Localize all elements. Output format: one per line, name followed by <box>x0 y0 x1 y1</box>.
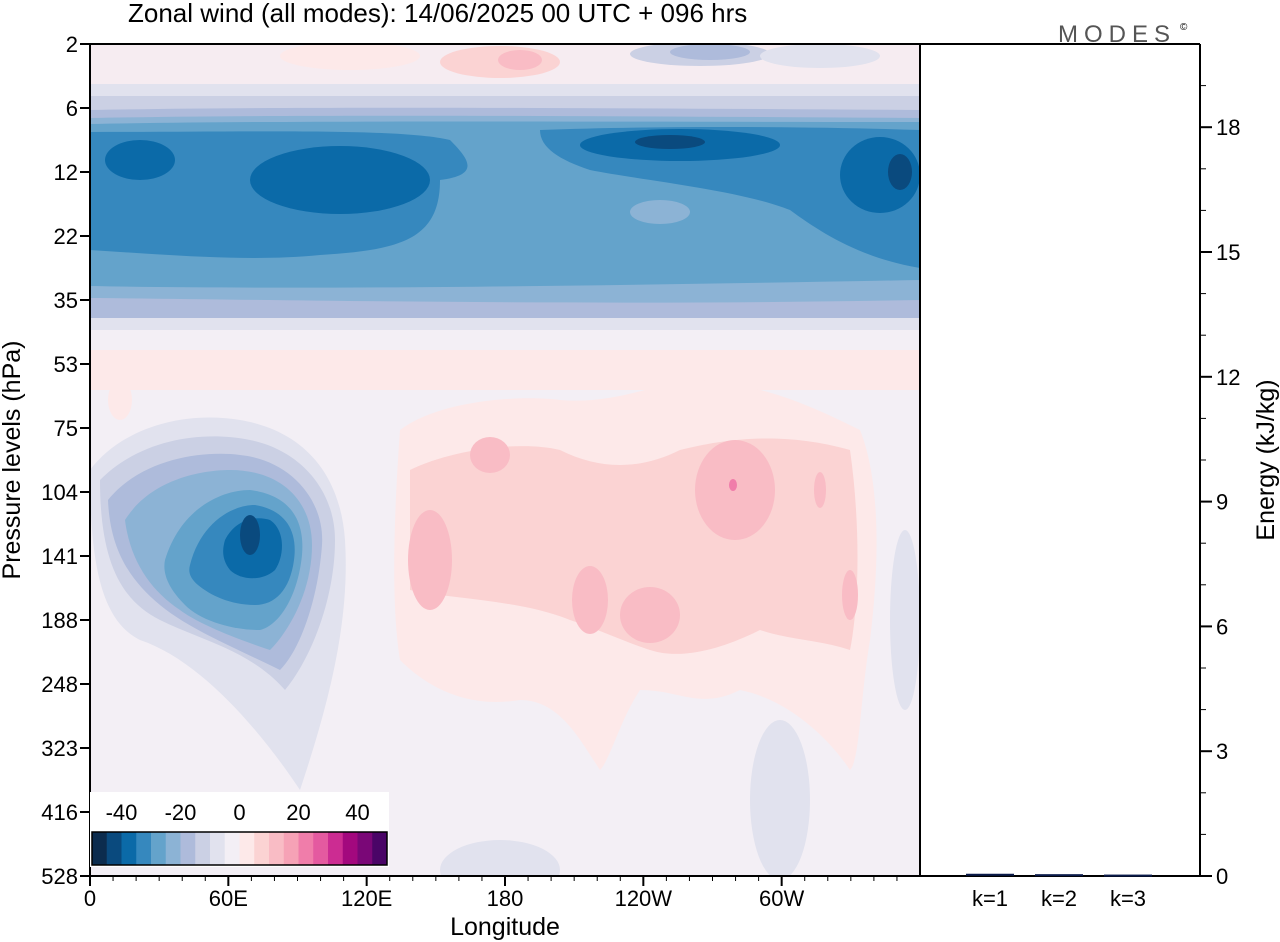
colorbar-swatch <box>313 832 329 865</box>
y-tick-label: 35 <box>54 288 78 313</box>
y-tick-label: 2 <box>66 32 78 57</box>
energy-axis-ticks: 0 3 6 9 12 15 18 <box>1200 85 1240 889</box>
x-tick-label: 0 <box>84 886 96 911</box>
x-axis-ticks: 0 60E 120E 180 120W 60W <box>84 876 898 911</box>
colorbar-swatch <box>106 832 122 865</box>
colorbar-tick-label: -40 <box>106 800 138 825</box>
y-tick-label: 75 <box>54 416 78 441</box>
colorbar-frame <box>91 831 388 866</box>
y-tick-label: 22 <box>54 224 78 249</box>
colorbar-swatch <box>195 832 211 865</box>
energy-bar <box>966 873 1014 876</box>
x-tick-label: 180 <box>487 886 524 911</box>
y-tick-label: 12 <box>54 160 78 185</box>
colorbar-swatch <box>151 832 167 865</box>
colorbar-swatch <box>372 832 388 865</box>
energy-tick-label: 18 <box>1216 115 1240 140</box>
x-tick-label: 120E <box>341 886 392 911</box>
y-tick-label: 104 <box>41 480 78 505</box>
logo-mark: © <box>1180 22 1188 33</box>
wind-field-heatmap <box>90 44 920 876</box>
colorbar-swatch <box>165 832 181 865</box>
colorbar-swatch <box>136 832 152 865</box>
colorbar-swatch <box>224 832 240 865</box>
y-tick-label: 416 <box>41 800 78 825</box>
y-axis-ticks: 2 6 12 22 35 53 75 104 141 188 248 323 416 528 <box>41 32 90 889</box>
energy-category-label: k=1 <box>972 886 1008 911</box>
colorbar-swatch <box>342 832 358 865</box>
colorbar-tick-label: 0 <box>233 800 245 825</box>
energy-tick-label: 3 <box>1216 739 1228 764</box>
y-tick-label: 141 <box>41 544 78 569</box>
energy-tick-label: 15 <box>1216 240 1240 265</box>
colorbar-tick-label: -20 <box>165 800 197 825</box>
energy-category-label: k=3 <box>1110 886 1146 911</box>
colorbar: -40 -20 0 20 40 <box>90 792 389 867</box>
energy-tick-label: 6 <box>1216 614 1228 639</box>
y-tick-label: 248 <box>41 672 78 697</box>
x-tick-label: 120W <box>615 886 673 911</box>
colorbar-swatch <box>254 832 270 865</box>
colorbar-swatch <box>357 832 373 865</box>
x-tick-label: 60W <box>759 886 804 911</box>
y-tick-label: 53 <box>54 352 78 377</box>
y-tick-label: 323 <box>41 736 78 761</box>
colorbar-swatch <box>328 832 344 865</box>
colorbar-swatch <box>210 832 226 865</box>
colorbar-swatch <box>239 832 255 865</box>
energy-tick-label: 9 <box>1216 490 1228 515</box>
colorbar-swatch <box>298 832 314 865</box>
colorbar-swatch <box>283 832 299 865</box>
colorbar-tick-label: 40 <box>345 800 369 825</box>
colorbar-swatch <box>180 832 196 865</box>
y-tick-label: 528 <box>41 864 78 889</box>
energy-bar <box>1035 874 1083 877</box>
colorbar-swatch <box>121 832 137 865</box>
colorbar-swatch <box>269 832 285 865</box>
colorbar-swatch <box>92 832 108 865</box>
energy-tick-label: 12 <box>1216 365 1240 390</box>
colorbar-tick-label: 20 <box>286 800 310 825</box>
x-axis-label: Longitude <box>450 913 560 941</box>
y-tick-label: 188 <box>41 608 78 633</box>
energy-bar <box>1104 874 1152 877</box>
energy-bars: k=1 k=2 k=3 <box>966 873 1152 911</box>
energy-axis-label: Energy (kJ/kg) <box>1252 379 1280 540</box>
chart-title: Zonal wind (all modes): 14/06/2025 00 UT… <box>128 0 747 28</box>
energy-tick-label: 0 <box>1216 864 1228 889</box>
energy-category-label: k=2 <box>1041 886 1077 911</box>
y-axis-label: Pressure levels (hPa) <box>0 341 26 580</box>
y-tick-label: 6 <box>66 96 78 121</box>
x-tick-label: 60E <box>209 886 248 911</box>
